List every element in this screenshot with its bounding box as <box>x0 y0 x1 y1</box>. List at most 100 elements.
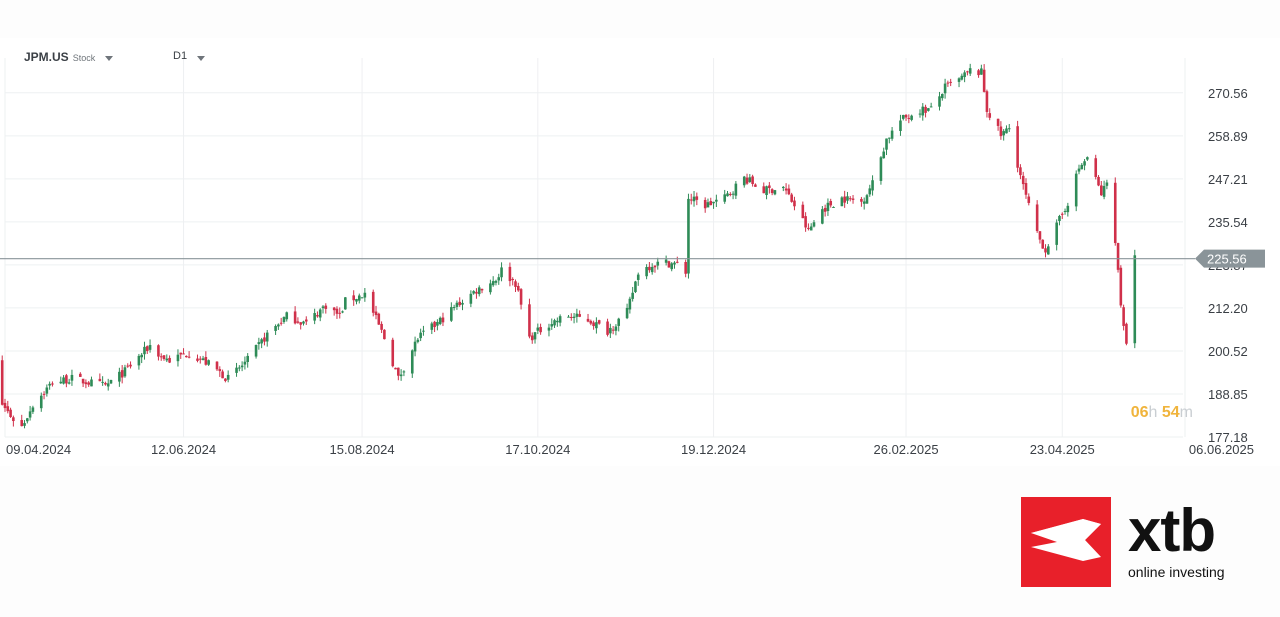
candle-up <box>207 360 210 365</box>
candle-up <box>39 395 43 409</box>
candle-down <box>1125 323 1128 344</box>
candle-down <box>196 358 199 361</box>
candle-down <box>6 406 10 412</box>
candle-up <box>731 193 735 195</box>
logo-wordmark: xtb <box>1128 497 1216 564</box>
timeframe-selector[interactable]: D1 <box>173 50 206 66</box>
candle-down <box>1094 158 1098 177</box>
candle-up <box>890 130 894 139</box>
candle-up <box>28 411 32 418</box>
symbol-selector[interactable]: JPM.US Stock <box>24 50 114 66</box>
candle-down <box>1019 167 1022 176</box>
candle-up <box>572 316 576 319</box>
candle-up <box>494 280 498 283</box>
candle-down <box>299 322 302 325</box>
candle-up <box>938 96 941 107</box>
candle-down <box>168 357 171 363</box>
candle-up <box>628 298 632 310</box>
candle-down <box>304 319 308 322</box>
candle-down <box>380 323 383 330</box>
candle-up <box>254 344 258 357</box>
candle-up <box>692 196 696 202</box>
candle-down <box>1100 185 1103 196</box>
candle-down <box>703 199 707 209</box>
candle-down <box>784 188 788 191</box>
candle-up <box>650 266 654 273</box>
y-tick-label: 188.85 <box>1208 387 1248 402</box>
candle-up <box>282 317 286 322</box>
candle-up <box>357 295 361 301</box>
candle-up <box>226 374 230 380</box>
candle-down <box>224 378 227 381</box>
candle-down <box>65 375 68 384</box>
chart-panel[interactable]: 177.18188.85200.52212.20223.87235.54247.… <box>0 38 1280 466</box>
candle-up <box>1055 222 1058 245</box>
candle-up <box>595 322 598 329</box>
candle-up <box>809 226 813 231</box>
x-tick-label: 09.04.2024 <box>6 442 71 457</box>
candle-up <box>413 341 417 352</box>
candle-down <box>98 378 102 382</box>
chevron-down-icon <box>105 55 114 61</box>
candle-up <box>477 287 481 295</box>
candle-down <box>569 317 573 319</box>
candle-up <box>45 387 49 394</box>
candle-down <box>279 322 283 324</box>
xtb-logo-mark <box>1021 497 1111 587</box>
candle-down <box>801 204 805 219</box>
candle-down <box>394 367 397 370</box>
candle-up <box>960 75 964 80</box>
candle-up <box>868 188 872 195</box>
candle-up <box>143 346 146 355</box>
candle-down <box>179 352 183 355</box>
candle-up <box>712 201 715 204</box>
candle-up <box>243 361 247 365</box>
candle-up <box>1005 128 1008 134</box>
candle-up <box>656 261 660 266</box>
x-tick-label: 26.02.2025 <box>874 442 939 457</box>
candle-up <box>422 330 425 332</box>
candle-up <box>734 183 738 196</box>
candle-down <box>770 189 774 194</box>
candle-up <box>31 407 35 412</box>
candle-up <box>491 281 495 286</box>
logo-tagline: online investing <box>1128 564 1225 580</box>
candle-up <box>614 326 618 331</box>
candle-up <box>302 321 305 324</box>
candle-down <box>530 335 534 341</box>
candle-down <box>924 106 927 113</box>
candle-down <box>1027 196 1031 203</box>
candle-down <box>162 355 166 360</box>
candle-down <box>977 70 980 76</box>
candle-up <box>536 327 540 331</box>
candle-down <box>999 126 1003 137</box>
candle-up <box>921 106 925 116</box>
candle-up <box>929 106 933 108</box>
candle-up <box>430 323 434 330</box>
candle-up <box>726 193 729 197</box>
candle-up <box>575 313 579 317</box>
candle-up <box>862 201 866 204</box>
candle-down <box>519 289 523 305</box>
candle-down <box>804 216 807 228</box>
candle-up <box>461 302 464 305</box>
candle-up <box>240 365 244 368</box>
candle-up <box>402 371 406 373</box>
candle-up <box>670 263 674 270</box>
candle-up <box>500 267 503 278</box>
candle-up <box>885 138 888 150</box>
candle-up <box>882 151 886 159</box>
candle-down <box>3 402 7 409</box>
candle-up <box>968 68 972 74</box>
candle-up <box>631 292 634 299</box>
price-chart[interactable]: 177.18188.85200.52212.20223.87235.54247.… <box>0 38 1280 466</box>
candle-down <box>539 326 542 333</box>
candle-up <box>489 283 492 293</box>
candle-up <box>148 345 152 350</box>
candle-down <box>335 308 339 314</box>
x-tick-label: 19.12.2024 <box>681 442 746 457</box>
candle-up <box>556 320 559 323</box>
candle-down <box>9 409 12 418</box>
candle-up <box>957 78 961 82</box>
candle-up <box>1066 205 1070 213</box>
